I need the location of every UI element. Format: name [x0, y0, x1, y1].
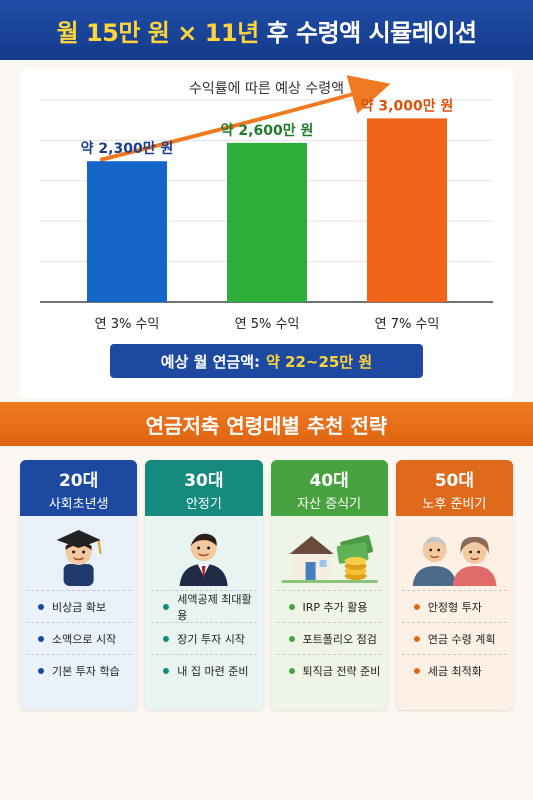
card-header: 40대 자산 증식기 [270, 460, 388, 516]
page-header: 월 15만 원 × 11년 후 수령액 시뮬레이션 [0, 0, 533, 60]
card-header: 50대 노후 준비기 [395, 460, 513, 516]
title-pre: 월 [56, 18, 79, 47]
card-age: 40대 [309, 471, 349, 491]
list-item: 비상금 확보 [26, 590, 132, 622]
card-header: 30대 안정기 [145, 460, 263, 516]
card-stage: 자산 증식기 [297, 497, 362, 512]
list-item: 소액으로 시작 [26, 622, 132, 654]
title-post: 후 수령액 시뮬레이션 [266, 18, 477, 47]
section-band: 연금저축 연령대별 추천 전략 [0, 402, 533, 446]
list-item: 안정형 투자 [401, 590, 507, 622]
card-stage: 안정기 [185, 497, 222, 512]
list-item: 세액공제 최대활용 [151, 590, 257, 622]
card-40s: 40대 자산 증식기 IRP 추가 활용 포트폴리오 점검 퇴직금 전략 준비 [270, 460, 388, 710]
card-50s: 50대 노후 준비기 안정형 투자 연금 수령 계획 세금 최적화 [395, 460, 513, 710]
list-item: 퇴직금 전략 준비 [276, 654, 382, 686]
list-item: 장기 투자 시작 [151, 622, 257, 654]
card-30s: 30대 안정기 세액공제 최대활용 장기 투자 시작 내 집 마련 준비 [145, 460, 263, 710]
data-label: 약 2,300만 원 [81, 140, 174, 157]
data-label: 약 2,600만 원 [221, 122, 314, 139]
growth-arrow [99, 75, 391, 162]
house-money-icon [281, 534, 378, 583]
bar-chart: 약 2,300만 원연 3% 수익 약 2,600만 원연 5% 수익 약 3,00… [40, 75, 493, 332]
category-label: 연 5% 수익 [235, 317, 300, 332]
card-age: 30대 [184, 471, 224, 491]
category-label: 연 7% 수익 [375, 317, 440, 332]
senior-couple-icon [412, 536, 497, 586]
pension-value: 약 22~25만 원 [266, 352, 373, 371]
data-label: 약 3,000만 원 [361, 97, 454, 114]
graduate-icon [56, 530, 102, 586]
businessman-icon [179, 533, 228, 586]
card-20s: 20대 사회초년생 비상금 확보 소액으로 시작 기본 투자 학습 [20, 460, 138, 710]
card-header: 20대 사회초년생 [20, 460, 138, 516]
list-item: IRP 추가 활용 [276, 590, 382, 622]
bar-1 [87, 161, 167, 302]
card-age: 50대 [434, 471, 475, 491]
card-stage: 사회초년생 [48, 497, 109, 512]
pension-label: 예상 월 연금액: [160, 352, 261, 371]
list-item: 기본 투자 학습 [26, 654, 132, 686]
card-age: 20대 [58, 471, 99, 491]
page-title: 월 15만 원 × 11년 후 수령액 시뮬레이션 [57, 13, 477, 48]
section-title: 연금저축 연령대별 추천 전략 [145, 413, 388, 438]
card-stage: 노후 준비기 [422, 497, 487, 512]
list-item: 연금 수령 계획 [401, 622, 507, 654]
category-label: 연 3% 수익 [95, 317, 160, 332]
bar-3 [367, 118, 447, 302]
chart-title: 수익률에 따른 예상 수령액 [188, 81, 345, 97]
list-item: 내 집 마련 준비 [151, 654, 257, 686]
list-item: 포트폴리오 점검 [276, 622, 382, 654]
list-item: 세금 최적화 [401, 654, 507, 686]
bar-2 [227, 142, 307, 302]
pension-banner: 예상 월 연금액: 약 22~25만 원 [110, 344, 423, 378]
title-highlight: 15만 원 × 11년 [85, 18, 259, 47]
strategy-cards: 20대 사회초년생 비상금 확보 소액으로 시작 기본 투자 학습 30대 안정… [20, 460, 513, 710]
